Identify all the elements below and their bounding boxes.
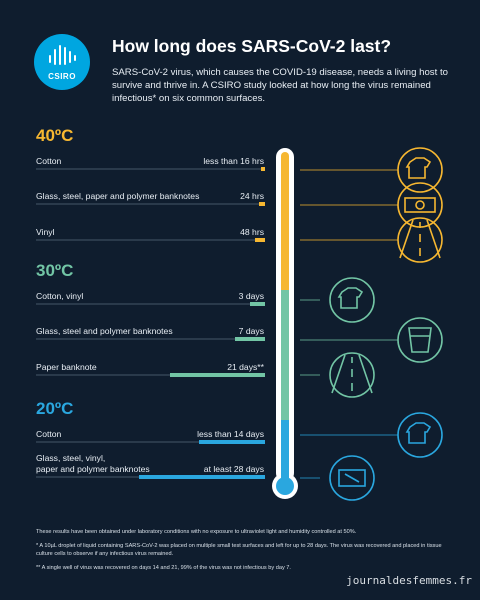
logo-text: CSIRO bbox=[48, 72, 76, 81]
footnote: These results have been obtained under l… bbox=[36, 529, 357, 535]
surface: Paper banknote bbox=[36, 362, 97, 372]
footnote: ** A single well of virus was recovered … bbox=[36, 565, 291, 571]
duration: 3 days bbox=[238, 291, 264, 301]
duration: 21 days** bbox=[227, 362, 264, 372]
temperature: 40ºC bbox=[36, 126, 74, 145]
surface: Cotton, vinyl bbox=[36, 291, 84, 301]
surface: Cotton bbox=[36, 429, 62, 439]
title: How long does SARS-CoV-2 last? bbox=[112, 36, 392, 56]
duration: less than 16 hrs bbox=[203, 156, 264, 166]
temperature: 30ºC bbox=[36, 261, 74, 280]
duration: 7 days bbox=[238, 326, 264, 336]
logo bbox=[34, 34, 90, 90]
watermark: journaldesfemmes.fr bbox=[346, 574, 472, 587]
thermometer bbox=[272, 148, 298, 499]
surface: Cotton bbox=[36, 156, 62, 166]
surface: Glass, steel, paper and polymer banknote… bbox=[36, 191, 200, 201]
temperature: 20ºC bbox=[36, 399, 74, 418]
intro: SARS-CoV-2 virus, which causes the COVID… bbox=[112, 67, 448, 104]
surface: Glass, steel, vinyl, paper and polymer b… bbox=[36, 453, 150, 474]
duration: at least 28 days bbox=[203, 464, 264, 474]
duration-bars bbox=[36, 167, 265, 479]
surface: Vinyl bbox=[36, 227, 55, 237]
surface: Glass, steel and polymer banknotes bbox=[36, 326, 173, 336]
surface-icons bbox=[300, 147, 443, 501]
footnote: * A 10µL droplet of liquid containing SA… bbox=[36, 543, 442, 557]
duration: 24 hrs bbox=[240, 191, 264, 201]
duration: less than 14 days bbox=[197, 429, 264, 439]
duration: 48 hrs bbox=[240, 227, 264, 237]
